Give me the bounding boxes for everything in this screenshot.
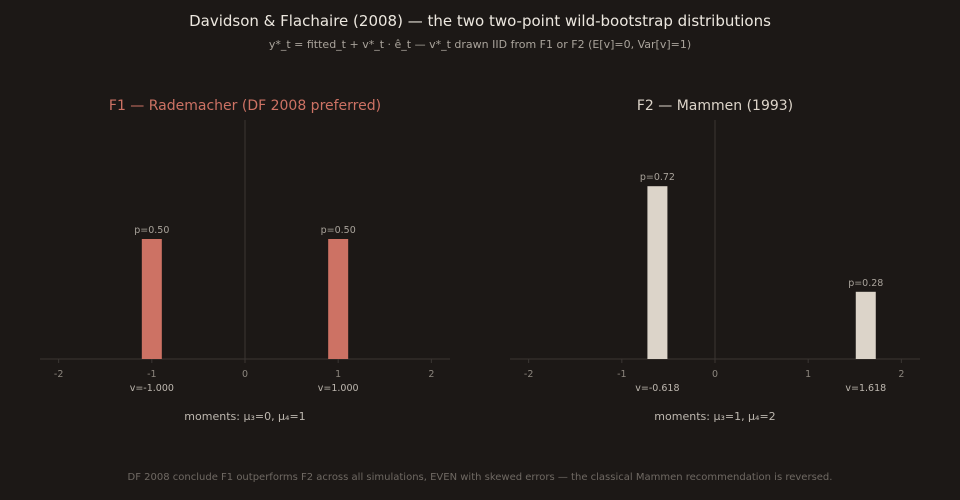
footnote: DF 2008 conclude F1 outperforms F2 acros… (127, 472, 833, 483)
x-tick-label: -2 (524, 369, 533, 380)
x-tick-label: -1 (617, 369, 626, 380)
x-tick-label: 1 (335, 369, 341, 380)
bar (328, 239, 349, 359)
figure-title: Davidson & Flachaire (2008) — the two tw… (189, 12, 771, 30)
bar-label: p=0.72 (640, 172, 675, 183)
moments-label: moments: μ₃=1, μ₄=2 (654, 410, 775, 423)
value-label: v=-0.618 (635, 383, 679, 394)
bar-label: p=0.28 (848, 278, 883, 289)
x-tick-label: 0 (712, 369, 718, 380)
bar (141, 239, 162, 359)
value-label: v=-1.000 (130, 383, 174, 394)
value-label: v=1.618 (845, 383, 886, 394)
x-tick-label: 2 (428, 369, 434, 380)
panel-title: F2 — Mammen (1993) (637, 98, 793, 114)
value-label: v=1.000 (318, 383, 359, 394)
figure-subtitle: y*_t = fitted_t + v*_t · ê_t — v*_t draw… (268, 38, 692, 51)
x-tick-label: 1 (805, 369, 811, 380)
bar-label: p=0.50 (321, 225, 356, 236)
x-tick-label: 0 (242, 369, 248, 380)
bar (855, 291, 876, 359)
bar (647, 186, 668, 359)
bar-label: p=0.50 (134, 225, 169, 236)
x-tick-label: -2 (54, 369, 63, 380)
x-tick-label: -1 (147, 369, 156, 380)
moments-label: moments: μ₃=0, μ₄=1 (184, 410, 305, 423)
panel-title: F1 — Rademacher (DF 2008 preferred) (109, 98, 381, 114)
panel-f2-mammen: F2 — Mammen (1993) -2 -1 0 1 2 p=0.72 v=-0.618 p… (510, 98, 920, 423)
x-tick-label: 2 (898, 369, 904, 380)
panel-f1-rademacher: F1 — Rademacher (DF 2008 preferred) -2 -1 0… (40, 98, 450, 423)
